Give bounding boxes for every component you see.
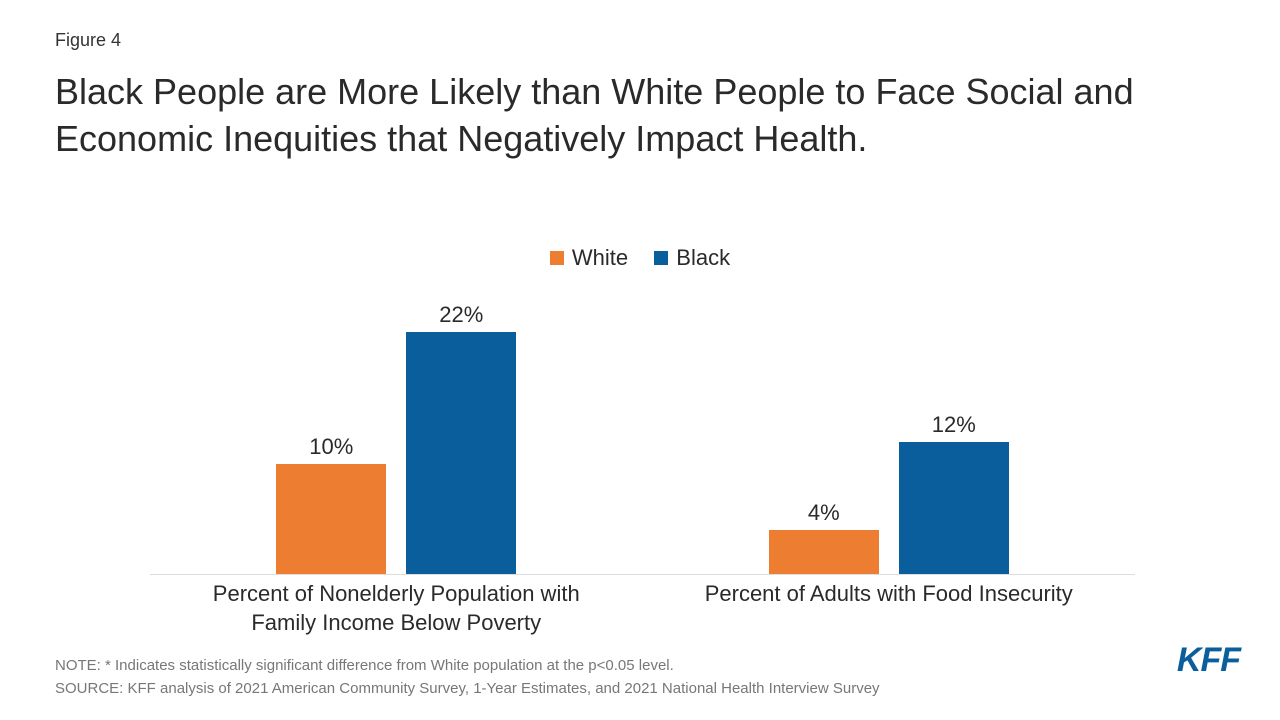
- bar-black-0: 22%: [406, 332, 516, 574]
- footnote: NOTE: * Indicates statistically signific…: [55, 655, 1225, 678]
- legend-label-black: Black: [676, 245, 730, 271]
- legend-label-white: White: [572, 245, 628, 271]
- legend: White Black: [0, 245, 1280, 271]
- chart-title: Black People are More Likely than White …: [55, 69, 1175, 163]
- legend-swatch-white: [550, 251, 564, 265]
- bar-value-white-1: 4%: [769, 500, 879, 526]
- chart-plot-area: 10% 22% 4% 12%: [150, 300, 1135, 575]
- legend-item-white: White: [550, 245, 628, 271]
- bar-black-1: 12%: [899, 442, 1009, 574]
- bar-group-0: 10% 22%: [150, 300, 643, 575]
- footer: NOTE: * Indicates statistically signific…: [55, 655, 1225, 700]
- bar-value-white-0: 10%: [276, 434, 386, 460]
- legend-item-black: Black: [654, 245, 730, 271]
- bar-group-1: 4% 12%: [643, 300, 1136, 575]
- bar-value-black-0: 22%: [406, 302, 516, 328]
- x-label-1: Percent of Adults with Food Insecurity: [643, 580, 1136, 609]
- legend-swatch-black: [654, 251, 668, 265]
- source-line: SOURCE: KFF analysis of 2021 American Co…: [55, 678, 1225, 701]
- bar-white-0: 10%: [276, 464, 386, 574]
- figure-number: Figure 4: [55, 30, 1225, 51]
- x-label-0: Percent of Nonelderly Population with Fa…: [150, 580, 643, 637]
- figure-page: Figure 4 Black People are More Likely th…: [0, 0, 1280, 720]
- bar-white-1: 4%: [769, 530, 879, 574]
- kff-logo: KFF: [1177, 641, 1240, 680]
- bar-value-black-1: 12%: [899, 412, 1009, 438]
